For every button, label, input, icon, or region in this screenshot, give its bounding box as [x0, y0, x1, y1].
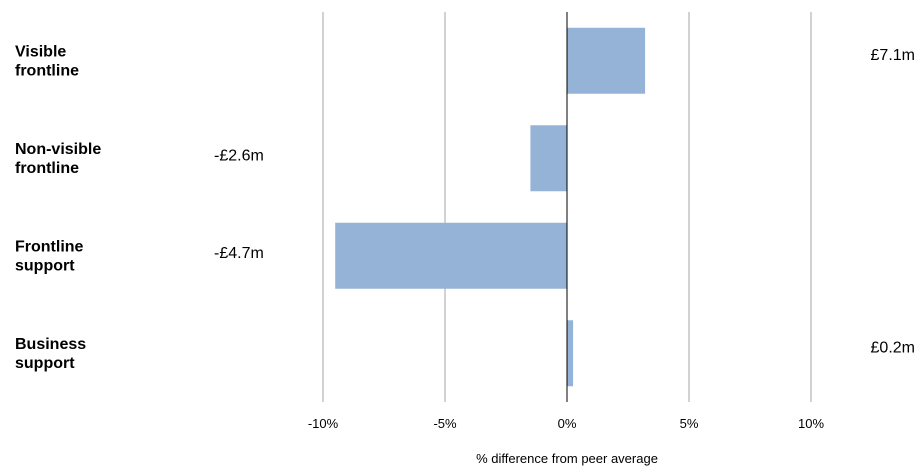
bar [567, 320, 574, 387]
bar [567, 27, 646, 94]
value-label: £0.2m [871, 339, 915, 356]
bar [530, 125, 567, 192]
category-label: Non-visible frontline [15, 141, 101, 177]
x-tick-label: -10% [308, 416, 339, 431]
category-label: Frontline support [15, 238, 84, 274]
x-tick-label: 0% [558, 416, 577, 431]
bars [335, 27, 646, 387]
x-tick-label: 5% [680, 416, 699, 431]
x-axis-title: % difference from peer average [476, 451, 658, 466]
gridlines [322, 12, 812, 402]
x-tick-label: 10% [798, 416, 824, 431]
value-label: £7.1m [871, 47, 915, 64]
value-label: -£2.6m [214, 147, 264, 164]
x-tick-label: -5% [433, 416, 457, 431]
x-tick-labels: -10% -5% 0% 5% 10% [308, 416, 825, 431]
value-label: -£4.7m [214, 245, 264, 262]
category-labels: Visible frontline Non-visible frontline Fron… [15, 43, 101, 372]
bar [335, 222, 567, 289]
category-label: Business support [15, 336, 86, 372]
category-label: Visible frontline [15, 43, 79, 79]
value-labels: £7.1m -£2.6m -£4.7m £0.2m [214, 47, 915, 357]
